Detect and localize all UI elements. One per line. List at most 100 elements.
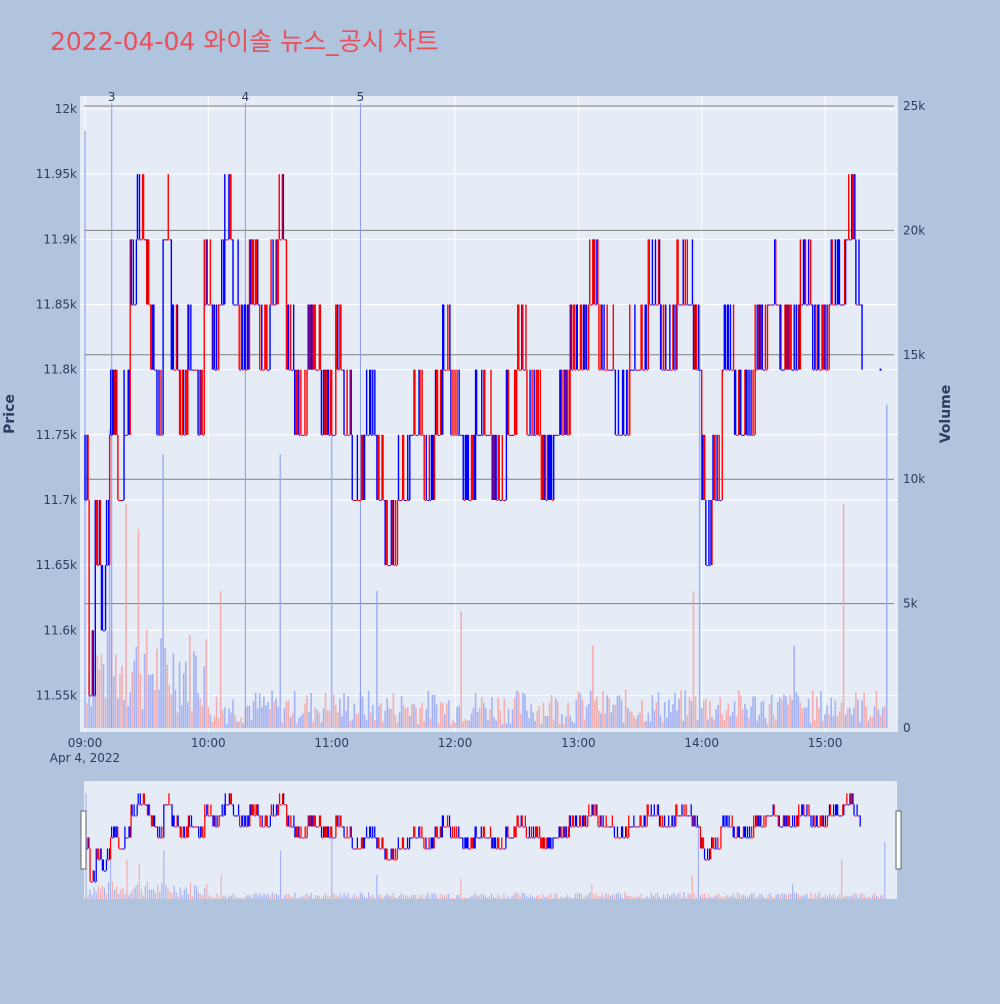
range-volume-bar — [851, 895, 853, 899]
price-tick-bar — [436, 369, 439, 435]
price-tick-bar — [564, 826, 566, 838]
price-tick-bar — [818, 826, 820, 828]
price-tick-bar — [803, 239, 806, 305]
price-tick-bar — [102, 859, 105, 871]
price-tick-bar — [680, 815, 682, 817]
range-volume-bar — [857, 897, 859, 899]
price-tick-bar — [216, 369, 219, 371]
price-tick-bar — [620, 434, 623, 436]
range-volume-bar — [421, 894, 423, 899]
price-tick-bar — [490, 369, 492, 435]
price-tick-bar — [565, 826, 567, 838]
price-tick-bar — [577, 826, 580, 828]
price-tick-bar — [509, 434, 512, 436]
price-tick-bar — [370, 369, 372, 435]
price-tick-bar — [86, 848, 88, 850]
price-tick-bar — [405, 848, 408, 850]
price-tick-bar — [281, 174, 284, 240]
range-volume-bar — [167, 887, 169, 899]
price-tick-bar — [585, 304, 588, 370]
range-volume-bar — [540, 898, 542, 899]
price-tick-bar — [299, 434, 301, 436]
price-tick-bar — [617, 369, 620, 435]
price-tick-bar — [663, 815, 666, 827]
range-volume-bar — [136, 884, 138, 899]
price-tick-bar — [466, 837, 468, 849]
price-tick-bar — [281, 793, 284, 805]
price-tick-bar — [742, 434, 744, 436]
price-tick-bar — [745, 837, 748, 839]
range-volume-bar — [628, 896, 630, 899]
price-tick-bar — [670, 826, 672, 828]
price-tick-bar — [451, 826, 454, 838]
price-tick-bar — [228, 174, 230, 240]
price-tick-bar — [259, 815, 261, 827]
price-tick-bar — [784, 304, 786, 370]
price-tick-bar — [176, 304, 179, 370]
price-tick-bar — [807, 239, 810, 305]
price-tick-bar — [782, 369, 784, 371]
price-tick-bar — [734, 837, 736, 839]
range-handle-left[interactable] — [80, 810, 87, 870]
plot-area — [80, 96, 898, 732]
volume-bar — [143, 653, 146, 728]
price-tick-bar — [800, 815, 802, 817]
price-tick-bar — [244, 304, 247, 370]
range-volume-bar — [533, 897, 536, 899]
range-volume-bar — [308, 896, 310, 899]
range-volume-bar — [226, 898, 228, 899]
price-tick-bar — [294, 826, 296, 838]
price-tick-bar — [283, 793, 285, 805]
price-tick-bar — [354, 499, 357, 501]
price-tick-bar — [537, 369, 539, 435]
price-tick-bar — [739, 369, 741, 435]
price-tick-bar — [250, 804, 252, 816]
price-tick-bar — [564, 369, 566, 435]
price-tick-bar — [258, 815, 260, 817]
volume-bar — [803, 707, 806, 728]
range-handle-right[interactable] — [895, 810, 902, 870]
volume-bar — [511, 709, 514, 728]
price-tick-bar — [682, 815, 684, 817]
price-tick-bar — [631, 369, 633, 371]
price-tick-bar — [266, 815, 268, 827]
range-volume-bar — [130, 892, 132, 899]
volume-bar — [628, 711, 631, 728]
price-tick-bar — [401, 434, 404, 500]
volume-bar — [748, 718, 750, 728]
range-volume-bar — [853, 892, 855, 899]
range-volume-bar — [120, 889, 122, 899]
price-tick-bar — [395, 565, 398, 567]
price-tick-bar — [408, 837, 411, 849]
price-tick-bar — [664, 369, 666, 371]
price-tick-bar — [755, 815, 757, 827]
price-tick-bar — [816, 369, 818, 371]
range-volume-bar — [863, 895, 865, 899]
price-tick-bar — [231, 239, 233, 241]
price-tick-bar — [395, 859, 397, 861]
price-tick-bar — [839, 815, 841, 817]
range-volume-bar — [492, 897, 495, 899]
price-tick-bar — [389, 859, 391, 861]
price-tick-bar — [238, 304, 240, 370]
price-tick-bar — [808, 304, 811, 306]
range-volume-bar — [331, 837, 333, 899]
price-tick-bar — [619, 434, 622, 436]
price-tick-label: 11.75k — [36, 428, 77, 442]
volume-bar — [123, 699, 125, 728]
price-tick-bar — [393, 859, 395, 861]
range-volume-bar — [445, 894, 448, 899]
range-volume-bar — [222, 895, 224, 899]
price-tick-bar — [485, 434, 487, 436]
volume-bar — [240, 717, 243, 728]
price-tick-bar — [425, 837, 427, 849]
range-volume-bar — [204, 888, 206, 899]
price-tick-bar — [103, 870, 106, 872]
price-tick-bar — [274, 304, 276, 306]
price-tick-bar — [151, 304, 153, 370]
price-tick-bar — [539, 826, 541, 838]
price-tick-bar — [212, 815, 214, 827]
price-tick-bar — [166, 239, 168, 241]
price-tick-bar — [461, 837, 463, 839]
volume-bar — [799, 702, 802, 728]
